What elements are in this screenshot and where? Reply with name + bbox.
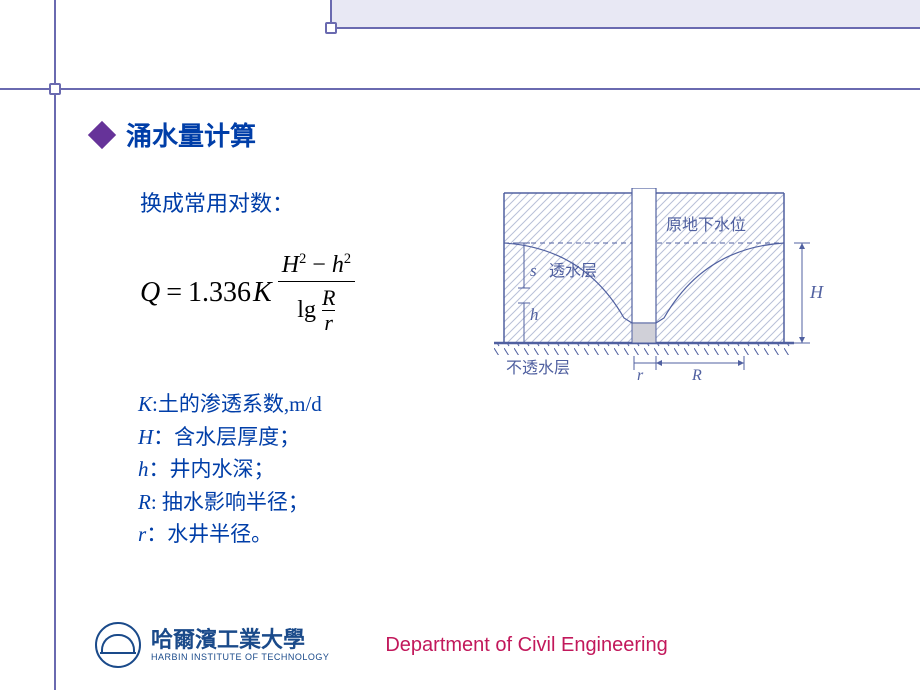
diagram-label-original: 原地下水位 [666, 216, 746, 234]
formula-num: H2 − h2 [278, 250, 355, 281]
diagram-label-r: r [637, 367, 644, 384]
formula: Q = 1.336 K H2 − h2 lg R r [140, 250, 355, 336]
subtitle: 换成常用对数： [140, 186, 294, 218]
def-row: H：含水层厚度； [138, 421, 322, 454]
title-text: 涌水量计算 [126, 116, 256, 153]
diagram-label-s: s [530, 261, 537, 280]
def-row: R: 抽水影响半径； [138, 486, 322, 519]
formula-fraction: H2 − h2 lg R r [278, 250, 355, 336]
frame-hline [0, 88, 920, 90]
formula-subfrac: R r [322, 286, 335, 335]
formula-coef: 1.336 [188, 277, 251, 309]
frame-hline-top [330, 27, 920, 29]
top-bar [330, 0, 920, 28]
frame-node-left [49, 83, 61, 95]
footer: 哈爾濱工業大學 HARBIN INSTITUTE OF TECHNOLOGY D… [95, 622, 668, 668]
formula-Q: Q [140, 277, 160, 309]
well-diagram: H s h r R 原地下水位 透水层 不透水层 [494, 188, 834, 393]
formula-den: lg R r [293, 282, 339, 335]
diagram-label-H: H [809, 282, 824, 302]
frame-node-top [325, 22, 337, 34]
logo-mark-icon [95, 622, 141, 668]
frame-vline [54, 0, 56, 690]
def-row: h：井内水深； [138, 453, 322, 486]
def-row: r：水井半径。 [138, 518, 322, 551]
section-title: 涌水量计算 [92, 116, 256, 153]
uni-name-cn: 哈爾濱工業大學 [151, 628, 329, 651]
diagram-label-R: R [691, 367, 702, 384]
diagram-label-impermeable: 不透水层 [506, 359, 570, 377]
university-logo: 哈爾濱工業大學 HARBIN INSTITUTE OF TECHNOLOGY [95, 622, 329, 668]
diagram-label-h: h [530, 305, 539, 324]
formula-eq: = [166, 277, 182, 309]
definitions-list: K:土的渗透系数,m/d H：含水层厚度； h：井内水深； R: 抽水影响半径；… [138, 388, 322, 551]
department-name: Department of Civil Engineering [385, 634, 667, 657]
formula-K: K [253, 277, 272, 309]
diagram-label-permeable: 透水层 [549, 262, 597, 280]
diamond-bullet-icon [88, 120, 116, 148]
def-row: K:土的渗透系数,m/d [138, 388, 322, 421]
uni-name-en: HARBIN INSTITUTE OF TECHNOLOGY [151, 652, 329, 662]
